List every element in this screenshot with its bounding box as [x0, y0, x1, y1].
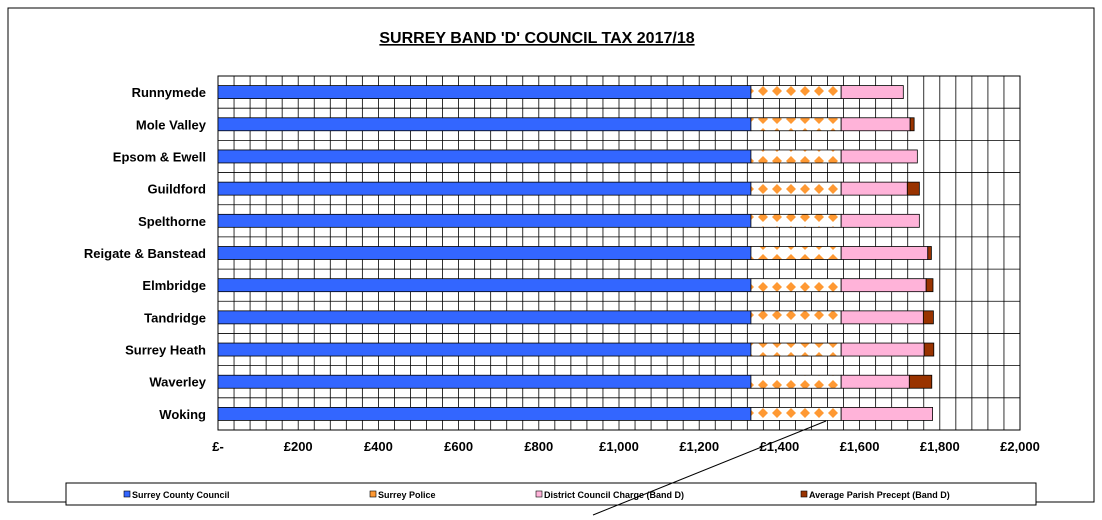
bar-segment-district-council-charge-band-d: [840, 85, 904, 99]
legend-swatch: [369, 490, 377, 498]
bar-segment-average-parish-precept-band-d: [923, 342, 935, 357]
category-label: Spelthorne: [138, 214, 206, 229]
x-tick-label: £400: [364, 439, 393, 454]
bar-segment-surrey-county-council: [217, 374, 752, 389]
category-label: Surrey Heath: [125, 343, 206, 358]
bar-segment-surrey-police: [750, 246, 842, 260]
bar-segment-surrey-county-council: [217, 213, 752, 228]
category-label: Runnymede: [132, 85, 206, 100]
bar-segment-average-parish-precept-band-d: [925, 278, 934, 293]
bar-segment-surrey-police: [750, 213, 842, 228]
plot-area: Runnymede Mole Valley Epsom & Ewell Guildfo…: [84, 75, 1040, 454]
x-tick-label: £1,800: [920, 439, 960, 454]
legend-label: District Council Charge (Band D): [544, 490, 684, 500]
bar-segment-surrey-county-council: [217, 407, 752, 421]
bar-segment-surrey-police: [750, 342, 842, 357]
x-tick-label: £2,000: [1000, 439, 1040, 454]
bar-segment-district-council-charge-band-d: [840, 278, 927, 293]
bar-segment-surrey-police: [750, 407, 842, 421]
x-tick-label: £1,400: [760, 439, 800, 454]
bar-segment-average-parish-precept-band-d: [906, 181, 920, 196]
bar-segment-surrey-police: [750, 278, 842, 293]
annotation-leader-line: [592, 420, 827, 516]
category-label: Guildford: [148, 182, 207, 197]
bar-segment-average-parish-precept-band-d: [922, 310, 934, 325]
legend: Surrey County Council Surrey Police Distri…: [65, 482, 1037, 506]
legend-swatch: [800, 490, 808, 498]
legend-label: Surrey County Council: [132, 490, 230, 500]
bar-segment-surrey-county-council: [217, 310, 752, 325]
bar-segment-surrey-county-council: [217, 181, 752, 196]
bar-segment-surrey-police: [750, 149, 842, 164]
bar-segment-average-parish-precept-band-d: [908, 374, 933, 389]
x-tick-label: £-: [212, 439, 224, 454]
bar-segment-surrey-county-council: [217, 278, 752, 293]
bar-segment-district-council-charge-band-d: [840, 374, 910, 389]
bar-segment-average-parish-precept-band-d: [909, 117, 915, 132]
bar-segment-surrey-county-council: [217, 342, 752, 357]
x-tick-label: £800: [524, 439, 553, 454]
bar-segment-district-council-charge-band-d: [840, 246, 929, 260]
category-label: Elmbridge: [142, 278, 206, 293]
legend-swatch: [535, 490, 543, 498]
bar-segment-district-council-charge-band-d: [840, 407, 933, 421]
x-tick-label: £600: [444, 439, 473, 454]
bar-segment-district-council-charge-band-d: [840, 342, 925, 357]
legend-label: Average Parish Precept (Band D): [809, 490, 950, 500]
category-label: Waverley: [149, 375, 206, 390]
bar-segment-surrey-police: [750, 85, 842, 99]
bar-segment-surrey-police: [750, 374, 842, 389]
bar-segment-district-council-charge-band-d: [840, 117, 911, 132]
bar-segment-surrey-county-council: [217, 117, 752, 132]
bar-segment-district-council-charge-band-d: [840, 213, 920, 228]
legend-swatch: [123, 490, 131, 498]
bar-segment-surrey-county-council: [217, 149, 752, 164]
category-label: Woking: [159, 407, 206, 422]
category-label: Mole Valley: [136, 117, 207, 132]
x-tick-label: £1,200: [679, 439, 719, 454]
x-tick-label: £1,600: [840, 439, 880, 454]
chart-title: SURREY BAND 'D' COUNCIL TAX 2017/18: [379, 30, 694, 47]
bar-segment-surrey-county-council: [217, 85, 752, 99]
bar-segment-district-council-charge-band-d: [840, 149, 918, 164]
bar-segment-surrey-police: [750, 181, 842, 196]
bar-segment-district-council-charge-band-d: [840, 181, 908, 196]
x-tick-label: £200: [284, 439, 313, 454]
bar-segment-district-council-charge-band-d: [840, 310, 924, 325]
category-label: Epsom & Ewell: [113, 149, 206, 164]
bar-segment-surrey-police: [750, 310, 842, 325]
x-tick-label: £1,000: [599, 439, 639, 454]
bar-segment-average-parish-precept-band-d: [927, 246, 932, 260]
bar-segment-surrey-police: [750, 117, 842, 132]
legend-box: [65, 482, 1037, 506]
category-label: Tandridge: [144, 310, 206, 325]
category-label: Reigate & Banstead: [84, 246, 206, 261]
bar-segment-surrey-county-council: [217, 246, 752, 260]
legend-label: Surrey Police: [378, 490, 436, 500]
